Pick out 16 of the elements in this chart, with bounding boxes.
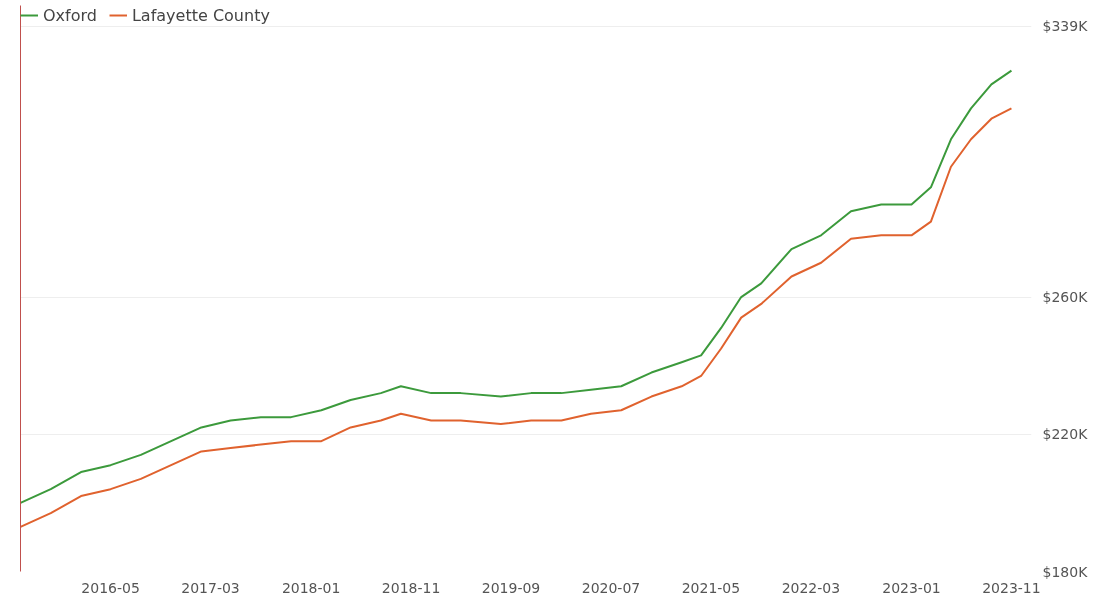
x-tick-label: 2021-05	[681, 579, 741, 596]
x-tick-label: 2019-09	[481, 579, 541, 596]
x-tick-label: 2018-11	[381, 579, 441, 596]
x-tick-label: 2023-01	[882, 579, 941, 596]
legend-label: Lafayette County	[131, 5, 270, 25]
x-tick-label: 2018-01	[281, 579, 341, 596]
y-tick-label: $260K	[1042, 289, 1089, 306]
x-tick-label: 2023-11	[982, 579, 1041, 596]
y-tick-label: $339K	[1042, 18, 1089, 35]
legend-label: Oxford	[43, 5, 97, 25]
x-tick-label: 2017-03	[181, 579, 240, 596]
y-tick-label: $180K	[1042, 563, 1089, 580]
x-tick-label: 2016-05	[81, 579, 140, 596]
y-tick-label: $220K	[1042, 426, 1089, 443]
x-tick-label: 2022-03	[781, 579, 841, 596]
x-tick-label: 2020-07	[581, 579, 641, 596]
